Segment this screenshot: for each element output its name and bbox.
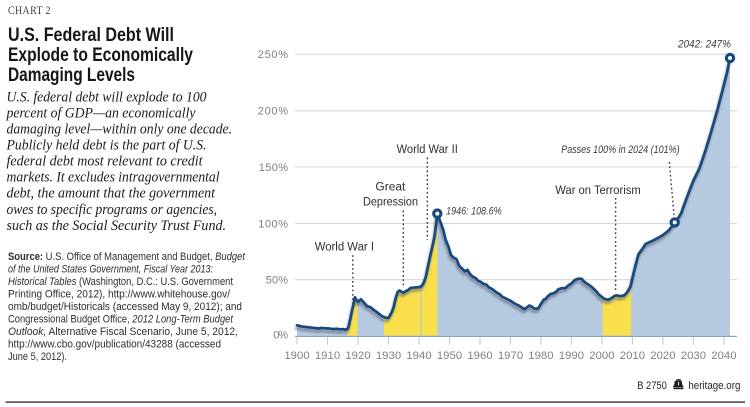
svg-text:World War II: World War II — [397, 144, 458, 156]
svg-text:damaging level—within only one: damaging level—within only one decade. — [7, 122, 233, 138]
svg-text:Printing Office, 2012), http:/: Printing Office, 2012), http://www.white… — [8, 289, 230, 301]
svg-text:1950: 1950 — [437, 350, 462, 362]
svg-text:2020: 2020 — [650, 350, 675, 362]
svg-text:U.S. Federal Debt Will: U.S. Federal Debt Will — [8, 24, 174, 46]
svg-text:omb/budget/Historicals (access: omb/budget/Historicals (accessed May 9, … — [8, 301, 242, 313]
svg-text:Source: U.S. Office of Managem: Source: U.S. Office of Management and Bu… — [8, 251, 246, 263]
svg-text:1930: 1930 — [376, 350, 401, 362]
svg-text:2000: 2000 — [589, 350, 614, 362]
svg-text:markets. It excludes intragove: markets. It excludes intragovernmental — [7, 170, 220, 186]
svg-text:1980: 1980 — [528, 350, 553, 362]
svg-text:1990: 1990 — [559, 350, 584, 362]
svg-text:1910: 1910 — [315, 350, 340, 362]
svg-text:Damaging Levels: Damaging Levels — [8, 64, 135, 86]
svg-text:World War I: World War I — [315, 242, 374, 254]
svg-text:2042: 247%: 2042: 247% — [677, 39, 731, 51]
svg-text:100%: 100% — [258, 218, 288, 230]
svg-text:owes to specific programs or a: owes to specific programs or agencies, — [7, 202, 218, 218]
svg-text:50%: 50% — [266, 275, 288, 287]
svg-text:1960: 1960 — [467, 350, 492, 362]
svg-text:1946: 108.6%: 1946: 108.6% — [446, 206, 502, 218]
svg-text:Passes 100% in 2024 (101%): Passes 100% in 2024 (101%) — [561, 144, 680, 156]
svg-text:Historical Tables (Washington,: Historical Tables (Washington, D.C.: U.S… — [8, 276, 233, 288]
svg-text:B 2750: B 2750 — [637, 380, 667, 392]
svg-text:federal debt most relevant to: federal debt most relevant to credit — [7, 154, 204, 170]
svg-text:CHART 2: CHART 2 — [8, 5, 51, 17]
svg-text:1940: 1940 — [406, 350, 431, 362]
svg-text:0%: 0% — [273, 329, 288, 341]
svg-text:percent of GDP—an economically: percent of GDP—an economically — [6, 106, 196, 122]
svg-text:debt, the amount that the gove: debt, the amount that the government — [7, 186, 216, 202]
svg-text:150%: 150% — [259, 162, 288, 174]
svg-text:Outlook, Alternative Fiscal Sc: Outlook, Alternative Fiscal Scenario, Ju… — [8, 326, 238, 338]
svg-text:250%: 250% — [258, 49, 288, 61]
svg-text:June 5, 2012).: June 5, 2012). — [8, 351, 67, 363]
svg-text:1970: 1970 — [498, 350, 523, 362]
svg-text:2010: 2010 — [620, 350, 645, 362]
svg-text:U.S. federal debt will explode: U.S. federal debt will explode to 100 — [7, 89, 208, 105]
svg-text:Publicly held debt is the part: Publicly held debt is the part of U.S. — [6, 138, 207, 154]
svg-text:such as the Social Security Tr: such as the Social Security Trust Fund. — [7, 218, 227, 234]
svg-text:200%: 200% — [258, 106, 288, 118]
svg-text:War on Terrorism: War on Terrorism — [555, 185, 640, 197]
svg-text:Great: Great — [375, 182, 406, 194]
svg-text:heritage.org: heritage.org — [688, 380, 740, 392]
svg-text:1900: 1900 — [284, 350, 309, 362]
svg-text:2040: 2040 — [711, 350, 736, 362]
svg-text:of the United States Governmen: of the United States Government, Fiscal … — [8, 264, 213, 276]
svg-text:Congressional Budget Office, 2: Congressional Budget Office, 2012 Long-T… — [8, 314, 234, 326]
svg-text:Explode to Economically: Explode to Economically — [8, 44, 193, 66]
svg-text:Depression: Depression — [363, 197, 418, 209]
svg-text:1920: 1920 — [345, 350, 370, 362]
svg-text:2030: 2030 — [681, 350, 706, 362]
svg-text:http://www.cbo.gov/publication: http://www.cbo.gov/publication/43288 (ac… — [8, 339, 221, 351]
